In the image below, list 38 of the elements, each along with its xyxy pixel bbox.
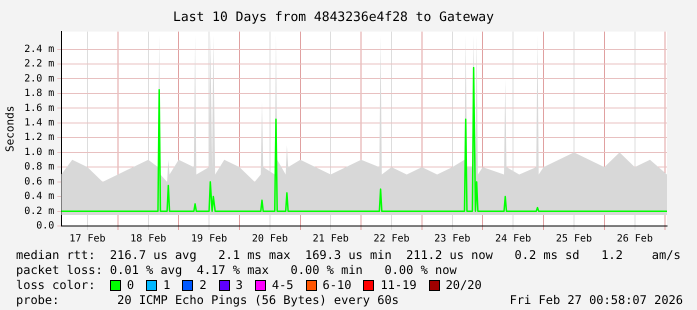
y-axis-title: Seconds <box>3 106 16 152</box>
x-tick-label: 19 Feb <box>191 234 228 245</box>
x-tick-label: 17 Feb <box>69 234 106 245</box>
x-tick-label: 26 Feb <box>616 234 653 245</box>
text: probe: 20 ICMP Echo Pings (56 Bytes) every 60s <box>16 293 399 308</box>
y-tick-label: 2.2 m <box>24 58 54 70</box>
legend-title: loss color: <box>16 278 96 293</box>
x-tick-label: 18 Feb <box>130 234 166 245</box>
x-tick-label: 20 Feb <box>252 234 288 245</box>
legend-label: 20/20 <box>446 278 482 293</box>
y-tick-label: 0.6 m <box>24 176 54 188</box>
text: packet loss: 0.01 % avg 4.17 % max 0.00 % min 0.00 % now <box>16 263 458 278</box>
y-tick-label: 0.4 m <box>24 191 54 202</box>
x-tick-label: 21 Feb <box>312 234 349 245</box>
legend-label: 1 <box>163 278 170 293</box>
x-tick-label: 24 Feb <box>495 234 532 245</box>
text: median rtt: 216.7 us avg 2.1 ms max 169.3 us min 211.2 us now 0.2 ms sd 1.2 am/s <box>16 248 682 263</box>
text: Fri Feb 27 00:58:07 2026 <box>510 293 683 308</box>
y-tick-label: 0.0 <box>36 220 54 232</box>
y-tick-label: 1.2 m <box>24 132 54 144</box>
y-tick-label: 1.4 m <box>24 118 54 129</box>
y-tick-label: 0.8 m <box>24 162 54 173</box>
legend-label: 11-19 <box>380 278 417 293</box>
y-tick-label: 2.0 m <box>24 73 54 84</box>
x-tick-label: 22 Feb <box>373 234 410 245</box>
y-tick-label: 1.6 m <box>24 102 54 114</box>
y-tick-label: 2.4 m <box>24 44 54 55</box>
legend-label: 2 <box>199 278 207 293</box>
x-tick-label: 25 Feb <box>556 234 592 245</box>
legend-label: 6-10 <box>322 278 352 293</box>
y-tick-label: 1.0 m <box>24 146 54 158</box>
legend-label: 4-5 <box>272 278 294 293</box>
y-tick-label: 1.8 m <box>24 88 54 100</box>
legend-label: 3 <box>236 278 243 293</box>
y-tick-label: 0.2 m <box>24 206 54 217</box>
chart-title: Last 10 Days from 4843236e4f28 to Gateway <box>173 10 494 26</box>
x-tick-label: 23 Feb <box>434 234 470 245</box>
legend-label: 0 <box>126 278 134 293</box>
